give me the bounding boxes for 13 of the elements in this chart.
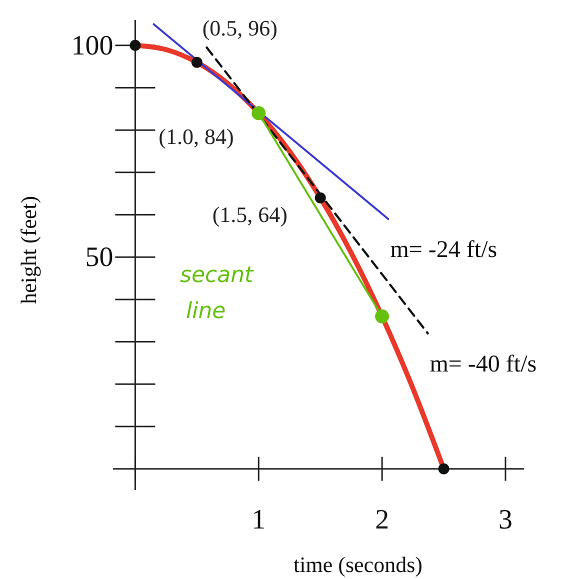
annotation: (0.5, 96)	[202, 15, 278, 40]
annotation: (1.5, 64)	[212, 202, 288, 227]
x-tick-label: 1	[252, 504, 266, 536]
y-axis-title: height (feet)	[16, 196, 41, 304]
y-tick-label: 50	[85, 242, 114, 274]
annotation: m= -24 ft/s	[390, 237, 498, 264]
annotation: m= -40 ft/s	[430, 351, 537, 378]
annotation: secant line	[180, 263, 255, 324]
y-tick-label: 100	[71, 30, 114, 62]
x-tick-label: 3	[498, 504, 512, 536]
annotation: (1.0, 84)	[158, 124, 234, 150]
x-axis-title: time (seconds)	[294, 552, 422, 577]
x-tick-label: 2	[375, 504, 390, 536]
